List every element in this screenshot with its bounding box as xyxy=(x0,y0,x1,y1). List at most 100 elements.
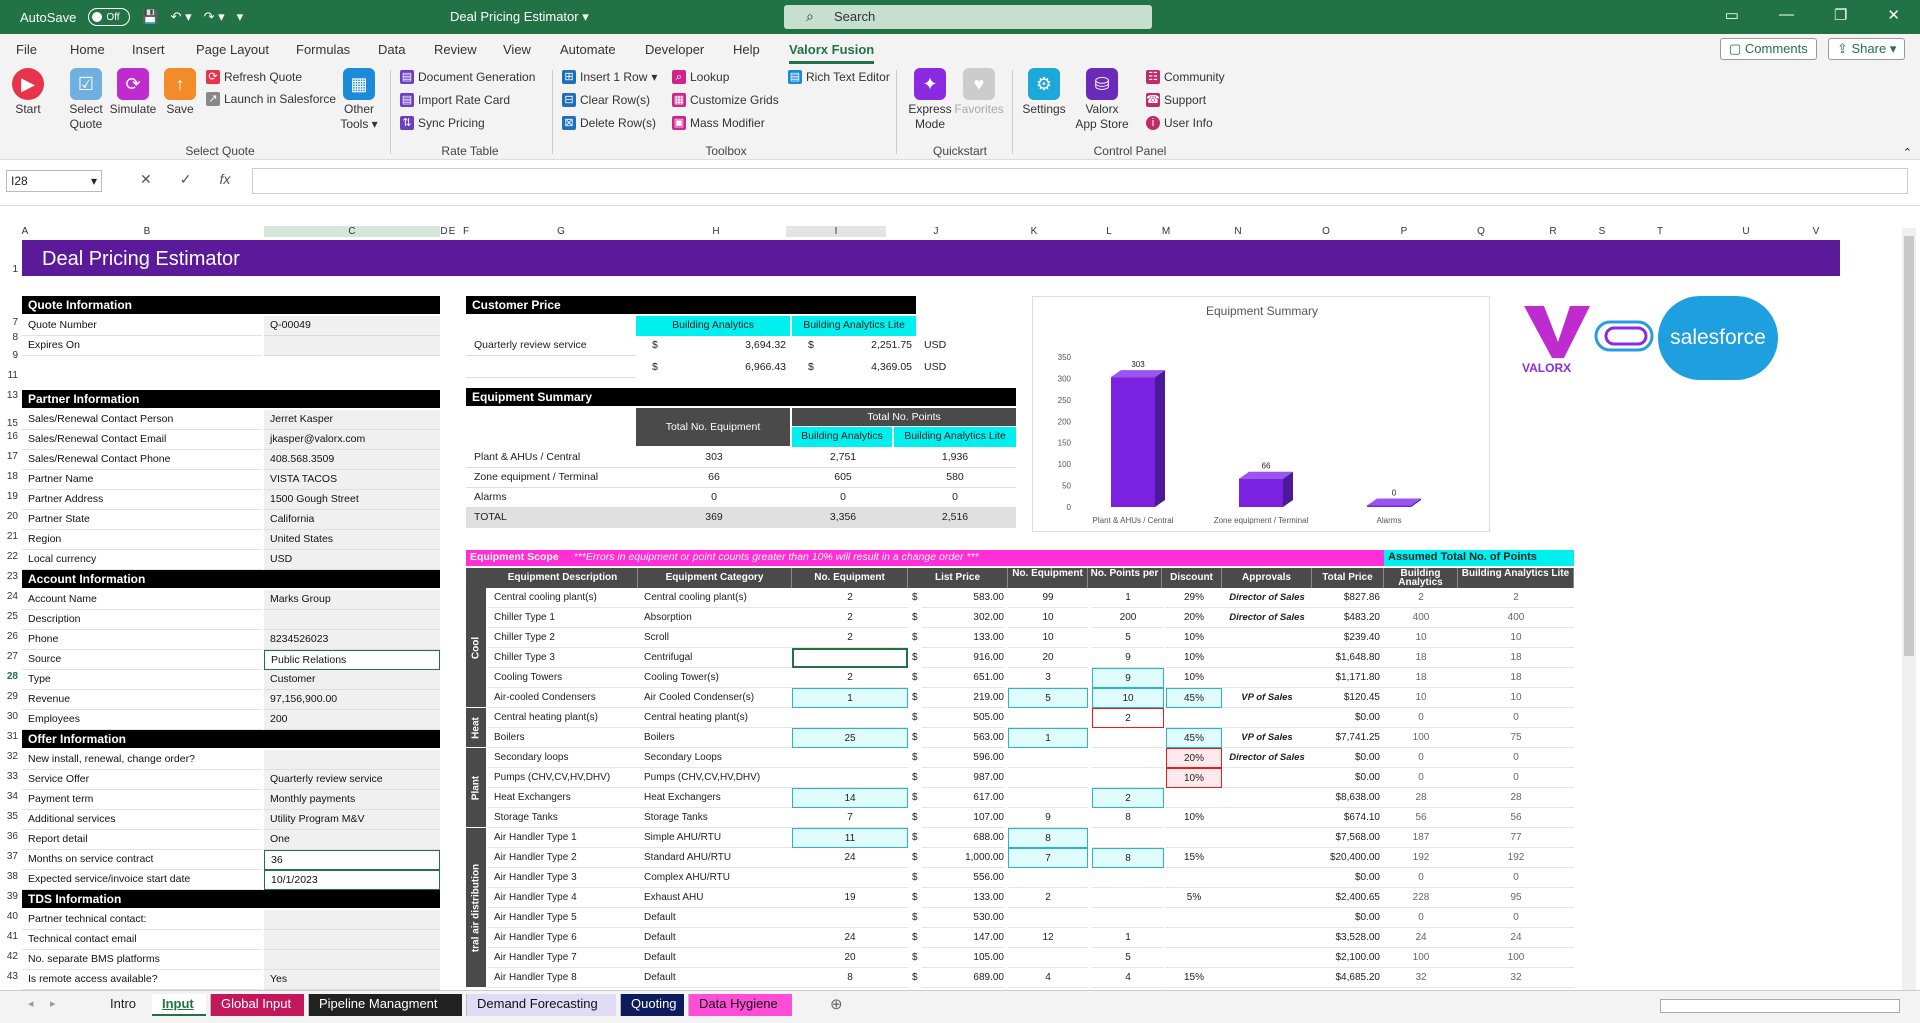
scope-no-equipment[interactable] xyxy=(792,868,908,888)
col-header[interactable]: N xyxy=(1234,226,1242,237)
row-header[interactable]: 13 xyxy=(6,390,18,401)
scope-no-equipment[interactable]: 2 xyxy=(792,608,908,628)
col-header[interactable]: D xyxy=(440,226,448,237)
tab-sheet[interactable]: Data Hygiene xyxy=(688,994,792,1016)
scope-no-equipment[interactable]: 2 xyxy=(792,628,908,648)
scope-discount[interactable]: 20% xyxy=(1166,608,1222,628)
scope-discount[interactable]: 20% xyxy=(1166,748,1222,768)
scope-discount[interactable] xyxy=(1166,928,1222,948)
offer_info-value[interactable]: Quarterly review service xyxy=(264,770,440,790)
scope-no-equipment[interactable] xyxy=(792,908,908,928)
quote_info-value[interactable]: Q-00049 xyxy=(264,316,440,336)
partner_info-value[interactable]: 1500 Gough Street xyxy=(264,490,440,510)
row-header[interactable]: 36 xyxy=(6,831,18,842)
row-header[interactable]: 11 xyxy=(7,370,18,381)
menu-developer[interactable]: Developer xyxy=(645,42,705,57)
partner_info-value[interactable]: VISTA TACOS xyxy=(264,470,440,490)
fx-icon[interactable]: fx xyxy=(219,171,231,187)
col-header[interactable]: E xyxy=(448,226,456,237)
row-header[interactable]: 32 xyxy=(6,751,18,762)
row-header[interactable]: 35 xyxy=(6,811,18,822)
col-header[interactable]: L xyxy=(1106,226,1112,237)
tds_info-value[interactable] xyxy=(264,950,440,970)
col-header[interactable]: G xyxy=(557,226,565,237)
row-header[interactable]: 37 xyxy=(6,851,18,862)
support-button[interactable]: ☎ Support xyxy=(1146,93,1206,107)
scope-no-equipment[interactable] xyxy=(792,768,908,788)
row-header[interactable]: 40 xyxy=(6,911,18,922)
menu-page-layout[interactable]: Page Layout xyxy=(196,42,270,57)
scope-no-equipment-2[interactable] xyxy=(1008,748,1088,768)
scope-no-equipment-2[interactable]: 5 xyxy=(1008,688,1088,708)
row-header[interactable]: 19 xyxy=(6,491,18,502)
scope-points-per[interactable]: 8 xyxy=(1092,848,1164,868)
scope-no-equipment[interactable] xyxy=(792,748,908,768)
row-header[interactable]: 29 xyxy=(6,691,18,702)
launch-salesforce-button[interactable]: ↗ Launch in Salesforce xyxy=(206,92,336,106)
scope-discount[interactable]: 15% xyxy=(1166,848,1222,868)
menu-insert[interactable]: Insert xyxy=(132,42,165,57)
scope-no-equipment-2[interactable] xyxy=(1008,868,1088,888)
favorites-button[interactable]: ♥ Favorites xyxy=(954,68,1004,117)
menu-help[interactable]: Help xyxy=(733,42,760,57)
scope-no-equipment[interactable]: 24 xyxy=(792,848,908,868)
scope-points-per[interactable]: 9 xyxy=(1092,668,1164,688)
name-box[interactable]: I28 ▾ xyxy=(6,170,102,192)
settings-button[interactable]: ⚙ Settings xyxy=(1020,68,1068,117)
partner_info-value[interactable]: jkasper@valorx.com xyxy=(264,430,440,450)
scope-points-per[interactable] xyxy=(1092,728,1164,748)
equipment-summary-chart[interactable]: Equipment Summary 0 50 100 150 200 250 300 350 30… xyxy=(1032,296,1490,532)
scope-discount[interactable]: 29% xyxy=(1166,588,1222,608)
mass-modifier-button[interactable]: ▣ Mass Modifier xyxy=(672,116,765,130)
scope-discount[interactable] xyxy=(1166,908,1222,928)
maximize-icon[interactable]: ❐ xyxy=(1833,7,1848,24)
tab-sheet[interactable]: Demand Forecasting xyxy=(466,994,616,1016)
row-header[interactable]: 24 xyxy=(6,591,18,602)
clear-rows-button[interactable]: ⊟ Clear Row(s) xyxy=(562,93,650,107)
offer_info-value[interactable]: One xyxy=(264,830,440,850)
col-header[interactable]: C xyxy=(264,226,440,237)
scope-points-per[interactable]: 4 xyxy=(1092,968,1164,988)
scope-discount[interactable]: 10% xyxy=(1166,808,1222,828)
scope-points-per[interactable] xyxy=(1092,828,1164,848)
window-title[interactable]: Deal Pricing Estimator ▾ xyxy=(450,9,589,24)
scope-no-equipment[interactable] xyxy=(792,648,908,668)
account_info-value[interactable]: Public Relations xyxy=(264,650,440,670)
account_info-value[interactable]: 200 xyxy=(264,710,440,730)
scope-points-per[interactable] xyxy=(1092,868,1164,888)
scope-points-per[interactable] xyxy=(1092,908,1164,928)
menu-view[interactable]: View xyxy=(503,42,531,57)
account_info-value[interactable]: Marks Group xyxy=(264,590,440,610)
row-header[interactable]: 9 xyxy=(12,350,18,361)
scope-points-per[interactable]: 2 xyxy=(1092,708,1164,728)
scope-points-per[interactable]: 5 xyxy=(1092,628,1164,648)
ribbon-display-icon[interactable]: ▭ xyxy=(1724,7,1739,24)
scope-no-equipment[interactable]: 19 xyxy=(792,888,908,908)
scope-discount[interactable]: 10% xyxy=(1166,668,1222,688)
col-header[interactable]: V xyxy=(1812,226,1820,237)
col-header[interactable]: F xyxy=(462,226,470,237)
row-header[interactable]: 33 xyxy=(6,771,18,782)
save-ribbon-button[interactable]: ↑ Save xyxy=(162,68,198,117)
express-mode-button[interactable]: ✦ Express Mode xyxy=(906,68,954,132)
document-generation-button[interactable]: ▤ Document Generation xyxy=(400,70,535,84)
rich-text-editor-button[interactable]: ▤ Rich Text Editor xyxy=(788,70,890,84)
col-header[interactable]: B xyxy=(143,226,151,237)
row-header[interactable]: 15 xyxy=(6,418,18,429)
scope-points-per[interactable] xyxy=(1092,888,1164,908)
account_info-value[interactable]: 97,156,900.00 xyxy=(264,690,440,710)
cancel-icon[interactable]: ✕ xyxy=(140,171,152,187)
scope-discount[interactable]: 10% xyxy=(1166,628,1222,648)
undo-icon[interactable]: ↶ ▾ xyxy=(170,9,192,24)
account_info-value[interactable]: Customer xyxy=(264,670,440,690)
row-header[interactable]: 25 xyxy=(6,611,18,622)
tab-next-icon[interactable]: ▸ xyxy=(50,998,56,1010)
quote_info-value[interactable] xyxy=(264,336,440,356)
tds_info-value[interactable]: Yes xyxy=(264,970,440,990)
customize-grids-button[interactable]: ▦ Customize Grids xyxy=(672,93,779,107)
scope-discount[interactable]: 15% xyxy=(1166,968,1222,988)
col-header[interactable]: A xyxy=(21,226,29,237)
row-header[interactable]: 8 xyxy=(12,332,18,343)
sync-pricing-button[interactable]: ⇅ Sync Pricing xyxy=(400,116,485,130)
scope-points-per[interactable] xyxy=(1092,768,1164,788)
